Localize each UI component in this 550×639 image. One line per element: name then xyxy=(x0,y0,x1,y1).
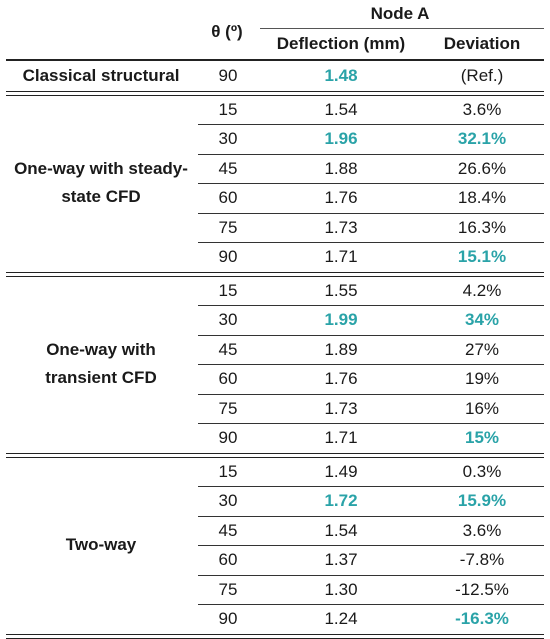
row-divider xyxy=(198,604,544,605)
theta-cell: 90 xyxy=(218,247,238,266)
header-bottom-rule xyxy=(6,59,544,61)
row-divider xyxy=(198,124,544,125)
theta-cell: 30 xyxy=(218,310,238,329)
theta-cell: 15 xyxy=(218,99,238,119)
theta-cell: 60 xyxy=(218,550,238,569)
node-a-header: Node A xyxy=(370,4,430,23)
theta-header: θ (º) xyxy=(211,22,243,41)
deflection-cell: 1.72 xyxy=(324,491,358,510)
deflection-cell: 1.89 xyxy=(324,339,358,359)
node-header-rule xyxy=(260,28,544,29)
group-divider xyxy=(6,271,544,277)
theta-cell: 15 xyxy=(218,461,238,481)
deviation-cell: 3.6% xyxy=(462,520,502,540)
deflection-cell: 1.37 xyxy=(324,550,358,569)
theta-cell: 30 xyxy=(218,129,238,148)
row-divider xyxy=(198,515,544,517)
theta-cell: 60 xyxy=(218,188,238,207)
group-divider xyxy=(6,633,544,639)
row-divider xyxy=(198,574,544,576)
row-divider xyxy=(198,242,544,243)
deviation-cell: 4.2% xyxy=(462,280,502,300)
theta-cell: 75 xyxy=(218,579,238,599)
deviation-cell: 26.6% xyxy=(457,158,507,178)
row-divider xyxy=(198,212,544,214)
deviation-cell: 34% xyxy=(464,310,500,329)
row-divider xyxy=(198,423,544,424)
deflection-cell: 1.54 xyxy=(324,99,358,119)
deviation-header: Deviation xyxy=(443,34,521,53)
theta-cell: 75 xyxy=(218,398,238,418)
deflection-cell: 1.71 xyxy=(324,247,358,266)
row-divider xyxy=(198,364,544,365)
deviation-cell: 16% xyxy=(464,398,500,418)
theta-cell: 90 xyxy=(218,609,238,628)
theta-cell: 45 xyxy=(218,339,238,359)
deviation-cell: 27% xyxy=(464,339,500,359)
deflection-cell: 1.49 xyxy=(324,461,358,481)
theta-cell: 45 xyxy=(218,158,238,178)
deflection-cell: 1.71 xyxy=(324,428,358,447)
theta-cell: 30 xyxy=(218,491,238,510)
deflection-cell: 1.48 xyxy=(324,66,358,85)
theta-cell: 45 xyxy=(218,520,238,540)
deflection-cell: 1.55 xyxy=(324,280,358,300)
row-divider xyxy=(198,545,544,546)
deviation-cell: 32.1% xyxy=(457,129,507,148)
method-label: Two-way xyxy=(65,535,137,554)
deviation-cell: 3.6% xyxy=(462,99,502,119)
deviation-cell: 15.1% xyxy=(457,247,507,266)
deflection-cell: 1.24 xyxy=(324,609,358,628)
deflection-cell: 1.73 xyxy=(324,217,358,237)
deflection-cell: 1.99 xyxy=(324,310,358,329)
deflection-cell: 1.96 xyxy=(324,129,358,148)
deviation-cell: 18.4% xyxy=(457,188,507,207)
row-divider xyxy=(198,486,544,487)
theta-cell: 60 xyxy=(218,369,238,388)
deflection-cell: 1.76 xyxy=(324,369,358,388)
row-divider xyxy=(198,305,544,306)
theta-cell: 75 xyxy=(218,217,238,237)
deviation-cell: 15% xyxy=(464,428,500,447)
deflection-header: Deflection (mm) xyxy=(276,34,406,53)
deviation-cell: -12.5% xyxy=(455,579,509,599)
deflection-cell: 1.54 xyxy=(324,520,358,540)
deviation-cell: 16.3% xyxy=(457,217,507,237)
deflection-cell: 1.73 xyxy=(324,398,358,418)
deflection-cell: 1.88 xyxy=(324,158,358,178)
deflection-cell: 1.30 xyxy=(324,579,358,599)
deflection-cell: 1.76 xyxy=(324,188,358,207)
deviation-cell: (Ref.) xyxy=(460,66,504,85)
method-label: One-way with steady-state CFD xyxy=(14,159,188,206)
method-label: One-way with transient CFD xyxy=(45,340,157,387)
deviation-cell: 15.9% xyxy=(457,491,507,510)
theta-cell: 15 xyxy=(218,280,238,300)
group-divider xyxy=(6,90,544,96)
deviation-cell: 19% xyxy=(464,369,500,388)
deviation-cell: -7.8% xyxy=(459,550,505,569)
group-divider xyxy=(6,452,544,458)
deviation-cell: -16.3% xyxy=(455,609,509,628)
theta-cell: 90 xyxy=(218,428,238,447)
row-divider xyxy=(198,153,544,155)
theta-cell: 90 xyxy=(218,66,238,85)
row-divider xyxy=(198,393,544,395)
deviation-cell: 0.3% xyxy=(462,461,502,481)
row-divider xyxy=(198,334,544,336)
row-divider xyxy=(198,183,544,184)
method-label: Classical structural xyxy=(22,65,180,85)
